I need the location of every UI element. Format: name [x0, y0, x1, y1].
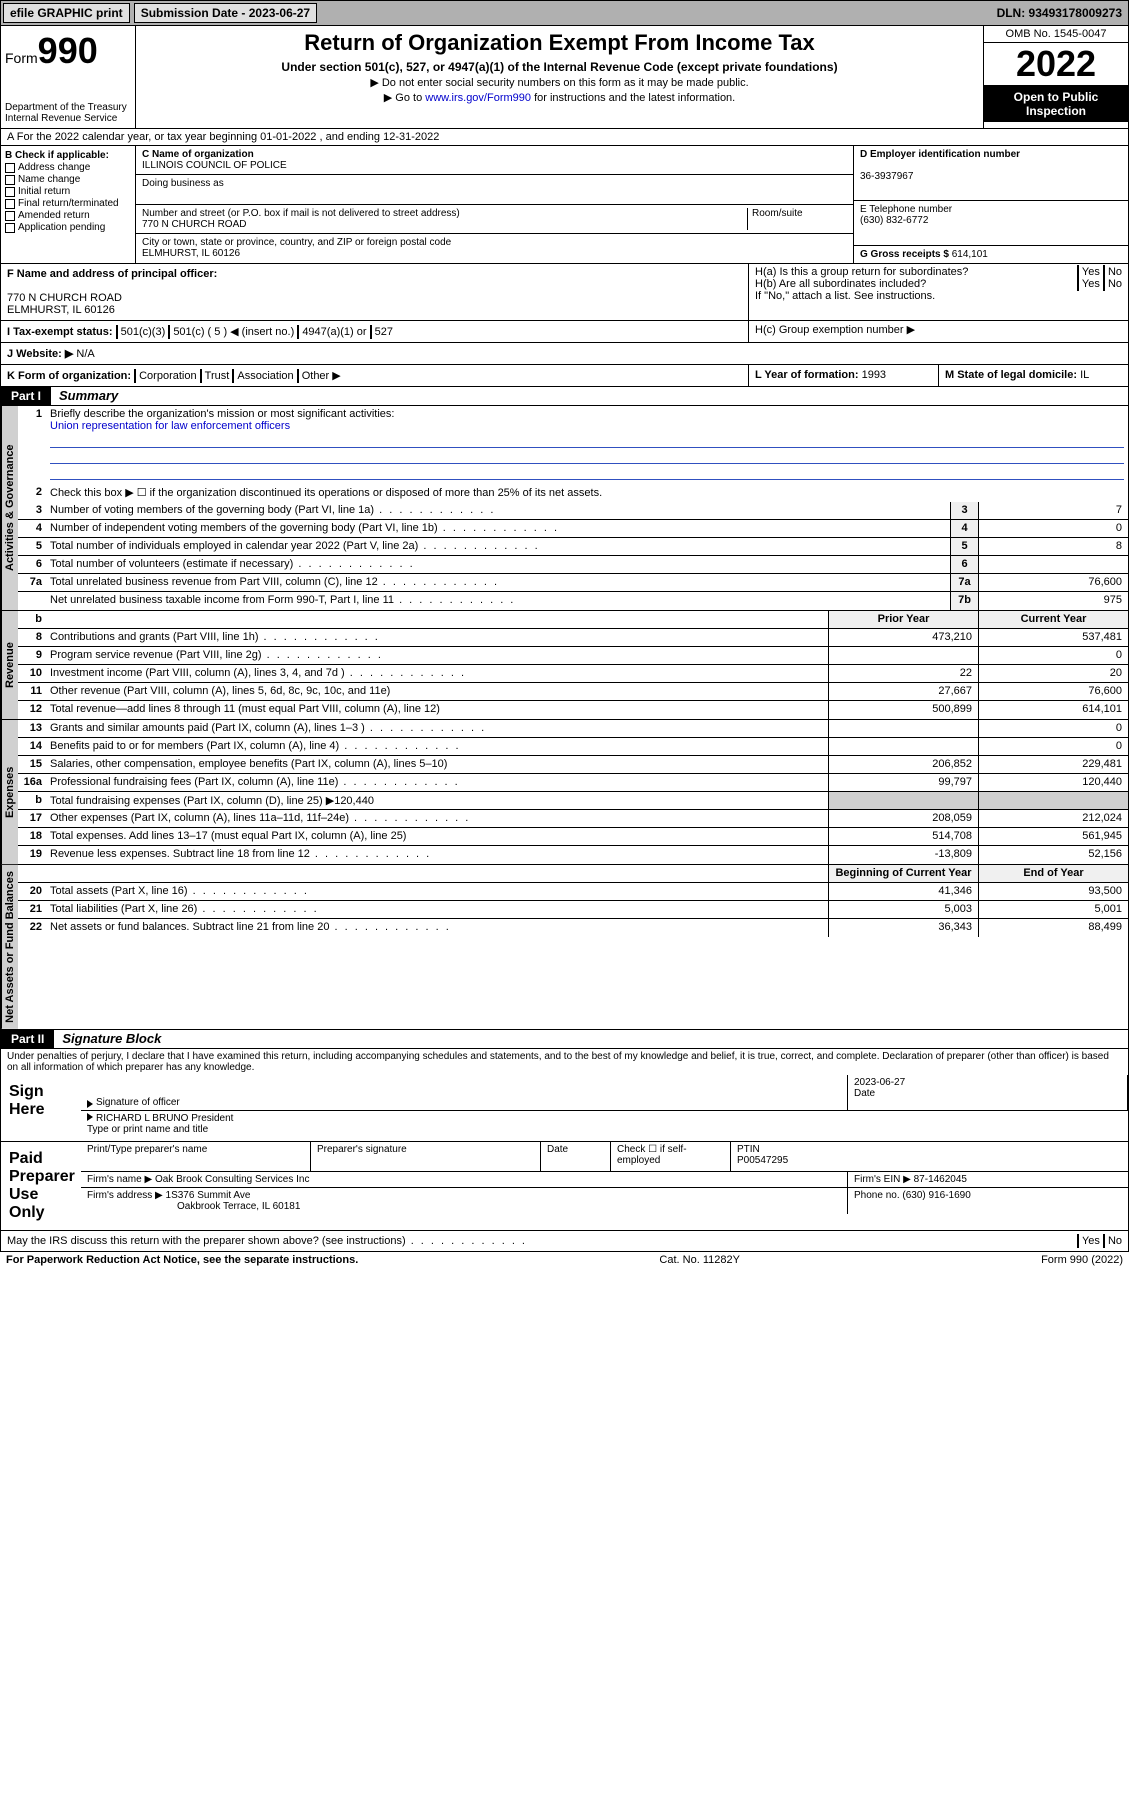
sign-here: Sign Here Signature of officer 2023-06-2…: [0, 1075, 1129, 1142]
cb-501c[interactable]: [168, 325, 170, 339]
discuss-row: May the IRS discuss this return with the…: [0, 1231, 1129, 1252]
tab-ag: Activities & Governance: [1, 406, 18, 610]
net-assets: Net Assets or Fund Balances Beginning of…: [0, 865, 1129, 1030]
cb-final[interactable]: [5, 199, 15, 209]
cb-address[interactable]: [5, 163, 15, 173]
officer-addr1: 770 N CHURCH ROAD: [7, 292, 742, 304]
irs-link[interactable]: www.irs.gov/Form990: [425, 92, 531, 104]
officer-name: RICHARD L BRUNO President: [96, 1113, 233, 1124]
v6: [978, 556, 1128, 573]
phone: (630) 832-6772: [860, 215, 928, 226]
section-bcd: B Check if applicable: Address change Na…: [0, 146, 1129, 264]
domicile: IL: [1080, 369, 1089, 381]
section-j: J Website: ▶ N/A: [0, 343, 1129, 365]
v4: 0: [978, 520, 1128, 537]
tri-icon: [87, 1100, 93, 1108]
revenue: Revenue bPrior YearCurrent Year 8Contrib…: [0, 611, 1129, 720]
row-a: A For the 2022 calendar year, or tax yea…: [0, 129, 1129, 146]
cb-corp[interactable]: [134, 369, 136, 383]
cb-pending[interactable]: [5, 223, 15, 233]
b-header: B Check if applicable:: [5, 150, 131, 161]
topbar: efile GRAPHIC print Submission Date - 20…: [0, 0, 1129, 26]
part1-bar: Part ISummary: [0, 387, 1129, 406]
year-formed: 1993: [862, 369, 886, 381]
mission-link[interactable]: Union representation for law enforcement…: [50, 420, 290, 432]
expenses: Expenses 13Grants and similar amounts pa…: [0, 720, 1129, 865]
part2-bar: Part IISignature Block: [0, 1030, 1129, 1049]
tab-exp: Expenses: [1, 720, 18, 864]
tab-nab: Net Assets or Fund Balances: [1, 865, 18, 1029]
v7b: 975: [978, 592, 1128, 610]
cb-hb-yes[interactable]: [1077, 277, 1079, 291]
instr1: ▶ Do not enter social security numbers o…: [140, 76, 979, 89]
tax-year: 2022: [984, 43, 1128, 86]
section-fh: F Name and address of principal officer:…: [0, 264, 1129, 321]
cb-501c3[interactable]: [116, 325, 118, 339]
cb-assoc[interactable]: [232, 369, 234, 383]
v7a: 76,600: [978, 574, 1128, 591]
org-addr: 770 N CHURCH ROAD: [142, 219, 246, 230]
cb-discuss-yes[interactable]: [1077, 1234, 1079, 1248]
gross-receipts: 614,101: [952, 249, 988, 260]
ein: 36-3937967: [860, 171, 913, 182]
open-public: Open to Public Inspection: [984, 86, 1128, 122]
cb-initial[interactable]: [5, 187, 15, 197]
firm-addr: 1S376 Summit Ave: [166, 1190, 251, 1201]
efile-btn[interactable]: efile GRAPHIC print: [3, 3, 130, 23]
org-city: ELMHURST, IL 60126: [142, 248, 240, 259]
v5: 8: [978, 538, 1128, 555]
form-subtitle: Under section 501(c), 527, or 4947(a)(1)…: [140, 60, 979, 74]
cb-527[interactable]: [370, 325, 372, 339]
footer: For Paperwork Reduction Act Notice, see …: [0, 1252, 1129, 1268]
tri-icon: [87, 1113, 93, 1121]
v3: 7: [978, 502, 1128, 519]
form-title: Return of Organization Exempt From Incom…: [140, 30, 979, 56]
omb: OMB No. 1545-0047: [984, 26, 1128, 43]
form-number: Form990: [5, 30, 131, 72]
cb-trust[interactable]: [200, 369, 202, 383]
cb-other[interactable]: [297, 369, 299, 383]
form-header: Form990 Department of the Treasury Inter…: [0, 26, 1129, 129]
section-klm: K Form of organization: Corporation Trus…: [0, 365, 1129, 387]
website: N/A: [76, 348, 94, 360]
section-i: I Tax-exempt status: 501(c)(3) 501(c) ( …: [0, 321, 1129, 343]
cb-4947[interactable]: [297, 325, 299, 339]
firm-phone: (630) 916-1690: [902, 1190, 970, 1201]
cb-hb-no[interactable]: [1103, 277, 1105, 291]
ptin: P00547295: [737, 1155, 788, 1166]
firm-name: Oak Brook Consulting Services Inc: [155, 1174, 310, 1185]
cb-name[interactable]: [5, 175, 15, 185]
paid-preparer: Paid Preparer Use Only Print/Type prepar…: [0, 1142, 1129, 1231]
dept: Department of the Treasury Internal Reve…: [5, 102, 131, 124]
org-name: ILLINOIS COUNCIL OF POLICE: [142, 160, 287, 171]
activities-governance: Activities & Governance 1Briefly describ…: [0, 406, 1129, 611]
cb-ha-no[interactable]: [1103, 265, 1105, 279]
penalty-text: Under penalties of perjury, I declare th…: [0, 1049, 1129, 1075]
subdate-btn[interactable]: Submission Date - 2023-06-27: [134, 3, 317, 23]
firm-ein: 87-1462045: [914, 1174, 967, 1185]
dln: DLN: 93493178009273: [997, 6, 1126, 20]
instr2: ▶ Go to www.irs.gov/Form990 for instruct…: [140, 91, 979, 104]
tab-rev: Revenue: [1, 611, 18, 719]
cb-amended[interactable]: [5, 211, 15, 221]
officer-addr2: ELMHURST, IL 60126: [7, 304, 742, 316]
cb-discuss-no[interactable]: [1103, 1234, 1105, 1248]
